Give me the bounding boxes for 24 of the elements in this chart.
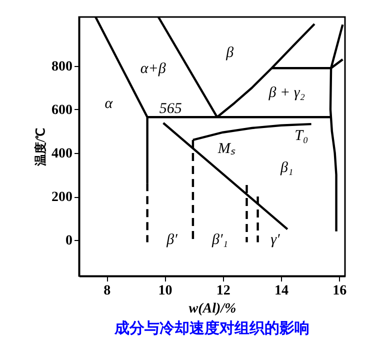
annotation: β + γ₂ [268,85,305,102]
y-tick-label: 800 [52,59,72,74]
y-tick-label: 200 [52,190,72,206]
y-tick-label: 0 [66,234,72,249]
annotation: β [225,44,234,61]
annotation: β′ [166,232,178,248]
x-tick-label: 16 [332,284,347,298]
y-tick-label: 600 [52,103,72,118]
text: 成分与冷却速度对组织的影响 [114,319,310,337]
annotation: α [104,96,114,112]
annotation: Mₛ [216,141,236,158]
annotation: β′₁ [211,232,228,248]
annotation: T₀ [294,128,308,144]
annotation: 565 [159,100,182,117]
annotation: α+β [140,61,166,78]
x-tick-label: 10 [158,284,172,298]
x-tick-label: 14 [274,284,289,298]
annotation: γ′ [270,232,281,248]
x-tick-label: 8 [104,284,111,298]
x-axis-title: w(Al)/% [188,302,236,316]
annotation: β₁ [280,160,294,176]
y-axis-title: 温度/℃ [34,128,48,168]
x-tick-label: 12 [216,284,230,298]
y-tick-label: 400 [52,146,72,162]
